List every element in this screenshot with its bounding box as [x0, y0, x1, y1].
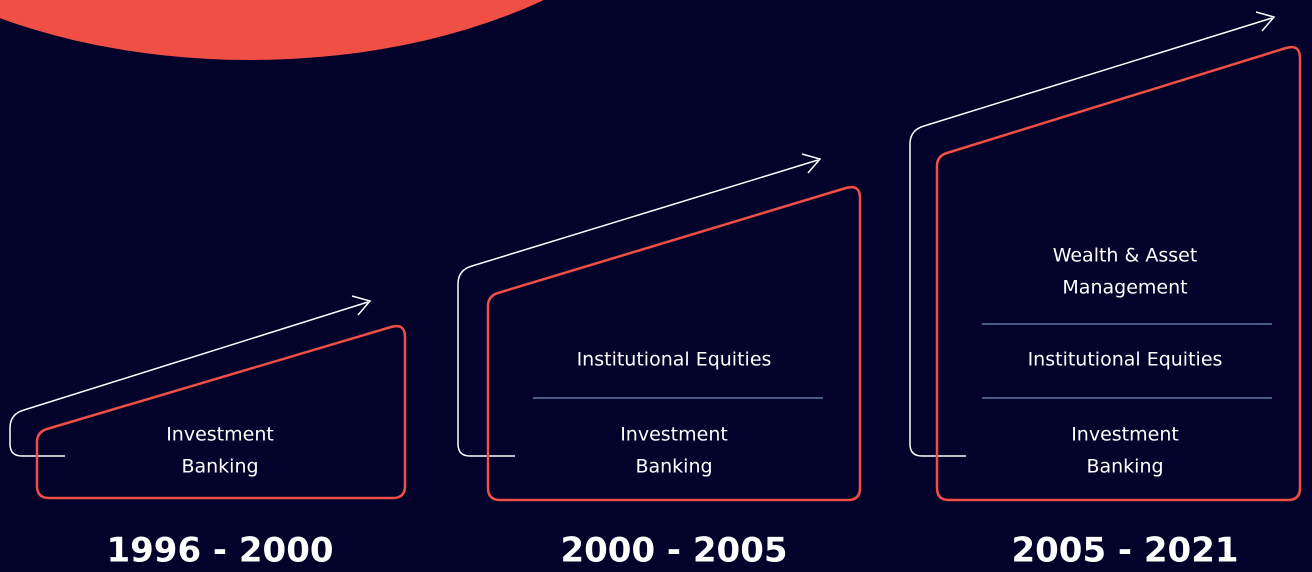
segment-label: Wealth & Asset [1053, 245, 1198, 267]
arrow-head [351, 295, 372, 316]
segment-label: Banking [635, 456, 712, 478]
stage-box [935, 45, 1302, 502]
stage-box [35, 324, 407, 500]
period-label: 1996 - 2000 [106, 531, 333, 571]
arrow-head [1255, 11, 1276, 32]
segment-label: Banking [181, 456, 258, 478]
period-label: 2005 - 2021 [1011, 531, 1238, 571]
segment-label: Investment [166, 424, 274, 446]
growth-arrow [457, 159, 819, 457]
growth-arrow [9, 301, 369, 457]
segment-label: Investment [1071, 424, 1179, 446]
decorative-arc [0, 0, 544, 60]
segment-label: Investment [620, 424, 728, 446]
segment-label: Management [1062, 277, 1187, 299]
growth-arrow [909, 17, 1273, 457]
segment-label: Institutional Equities [1028, 349, 1223, 371]
segment-label: Institutional Equities [577, 349, 772, 371]
arrow-head [801, 153, 822, 174]
segment-label: Banking [1086, 456, 1163, 478]
stage-box [486, 185, 862, 502]
period-label: 2000 - 2005 [560, 531, 787, 571]
